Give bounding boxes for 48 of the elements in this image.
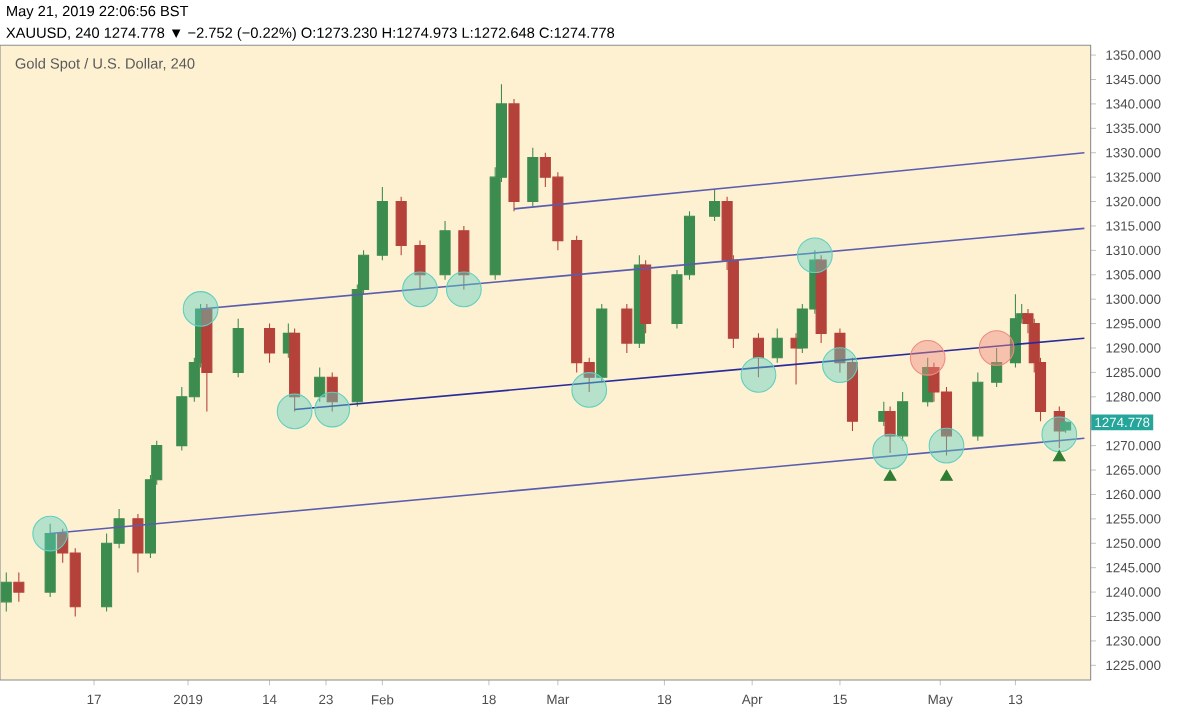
candlestick [640, 259, 652, 334]
point [314, 391, 351, 428]
candlestick [1009, 293, 1021, 369]
point [909, 339, 946, 376]
point [1041, 416, 1078, 453]
point [883, 469, 897, 481]
candlestick [263, 323, 276, 364]
point [445, 271, 482, 308]
candlestick [884, 406, 896, 454]
candlestick [508, 98, 520, 212]
candlestick [314, 366, 326, 403]
candlestick [752, 332, 765, 378]
candlestick [972, 371, 984, 442]
point [822, 347, 858, 383]
point [571, 372, 608, 408]
candlestick [13, 572, 25, 603]
point [978, 330, 1015, 366]
candlestick [132, 513, 144, 574]
candlestick [0, 572, 12, 613]
candlestick [44, 523, 56, 598]
candlestick [439, 220, 451, 281]
point [872, 433, 908, 470]
point [32, 515, 69, 552]
candlestick [395, 196, 407, 256]
point [182, 291, 219, 327]
point [940, 469, 953, 481]
candlestick [991, 347, 1003, 388]
point [740, 356, 777, 393]
candlestick [596, 303, 608, 383]
candlestick [414, 240, 426, 290]
point [402, 271, 438, 308]
point [796, 237, 833, 274]
point [1053, 450, 1066, 462]
candlestick [376, 186, 388, 261]
candlestick [771, 327, 783, 364]
candlestick [201, 303, 213, 413]
candlestick [289, 327, 301, 413]
candlestick [1060, 420, 1072, 434]
candlestick [815, 254, 827, 344]
candlestick [326, 371, 338, 413]
point [928, 427, 965, 464]
candlestick [709, 188, 721, 222]
candlestick [458, 225, 470, 290]
candlestick [897, 391, 909, 442]
candlestick [527, 147, 539, 207]
point [276, 393, 313, 430]
candlestick [232, 318, 244, 378]
candlestick [621, 303, 633, 354]
